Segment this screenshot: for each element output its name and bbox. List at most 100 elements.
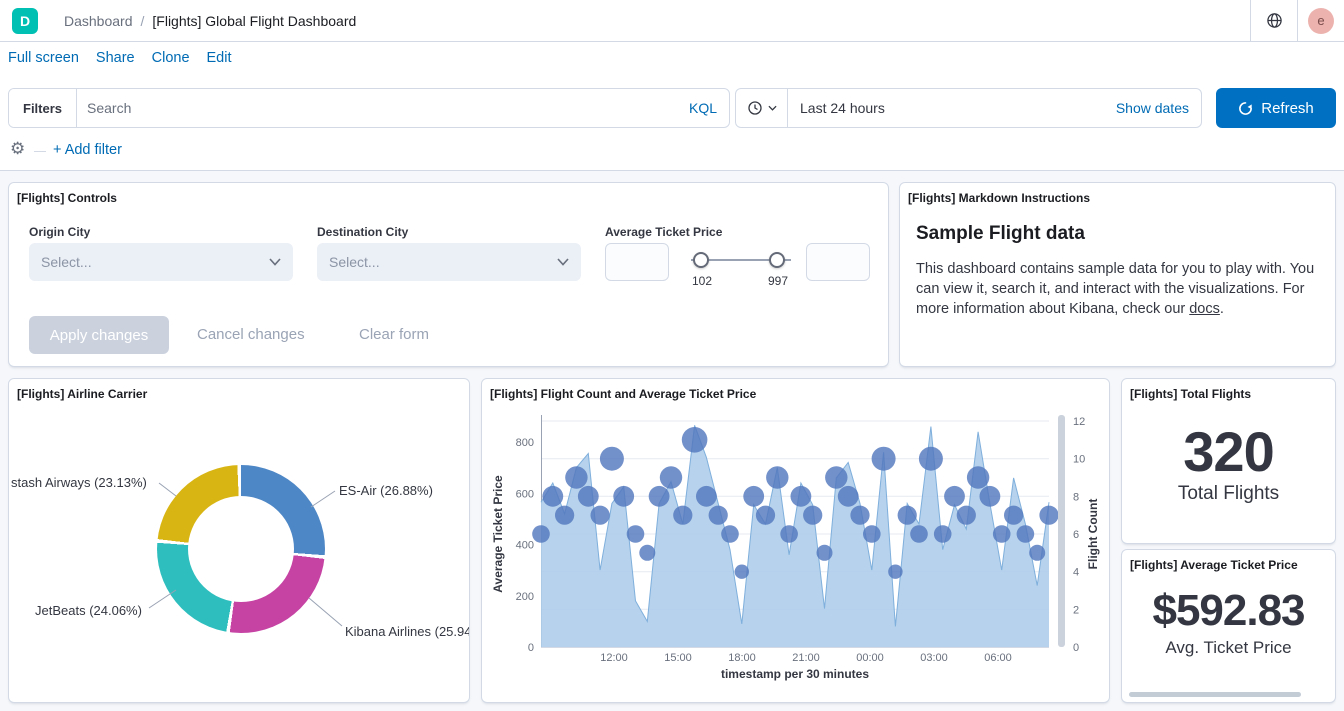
svg-text:18:00: 18:00: [728, 652, 756, 664]
time-picker: Last 24 hours Show dates: [735, 88, 1202, 128]
filters-button[interactable]: Filters: [9, 89, 78, 127]
user-menu[interactable]: e: [1297, 0, 1344, 41]
breadcrumb-separator: /: [140, 12, 145, 29]
svg-text:00:00: 00:00: [856, 652, 884, 664]
panel-airline-carrier: [Flights] Airline Carrier stash Airways …: [8, 378, 470, 703]
share-link[interactable]: Share: [95, 50, 135, 66]
panel-title: [Flights] Total Flights: [1130, 387, 1252, 401]
edit-link[interactable]: Edit: [206, 50, 232, 66]
refresh-button[interactable]: Refresh: [1216, 88, 1336, 128]
avatar-letter: e: [1317, 13, 1325, 28]
panel-title: [Flights] Average Ticket Price: [1130, 558, 1298, 572]
time-menu-button[interactable]: [736, 89, 788, 127]
slice-label-jetbeats: JetBeats (24.06%): [35, 603, 142, 618]
horizontal-scrollbar[interactable]: [1129, 692, 1301, 697]
clock-icon: [747, 101, 762, 115]
panel-average-ticket-price: [Flights] Average Ticket Price $592.83 A…: [1121, 549, 1336, 703]
origin-city-select[interactable]: Select...: [29, 243, 293, 281]
price-max-input[interactable]: [806, 243, 870, 281]
slice-label-kibana-airlines: Kibana Airlines (25.94%): [345, 624, 469, 639]
svg-text:400: 400: [516, 540, 534, 552]
panel-title: [Flights] Airline Carrier: [17, 387, 148, 401]
query-bar: Filters KQL: [8, 88, 730, 128]
markdown-heading: Sample Flight data: [916, 223, 1085, 244]
slice-label-logstash-airways: stash Airways (23.13%): [11, 475, 147, 490]
show-dates-link[interactable]: Show dates: [1115, 100, 1189, 116]
markdown-text: This dashboard contains sample data for …: [916, 261, 1315, 317]
total-flights-label: Total Flights: [1177, 483, 1280, 504]
refresh-icon: [1239, 101, 1253, 115]
x-axis-title: timestamp per 30 minutes: [720, 667, 870, 681]
refresh-label: Refresh: [1261, 99, 1314, 117]
svg-text:4: 4: [1073, 567, 1079, 579]
chart-scrollbar[interactable]: [1058, 415, 1065, 647]
axis-tick-labels: 0 200 400 600 800 0 2 4 6 8 10 12 12:00 15:00 18:00 21:…: [516, 416, 1086, 664]
price-max-value: 997: [767, 274, 789, 288]
kql-button[interactable]: KQL: [688, 100, 717, 116]
top-header: D Dashboard / [Flights] Global Flight Da…: [0, 0, 1344, 42]
panel-total-flights: [Flights] Total Flights 320 Total Flight…: [1121, 378, 1336, 544]
slider-track[interactable]: [691, 259, 791, 261]
panel-title: [Flights] Controls: [17, 191, 117, 205]
airline-donut-chart[interactable]: [157, 465, 325, 633]
slice-label-es-air: ES-Air (26.88%): [339, 483, 433, 498]
price-min-input[interactable]: [605, 243, 669, 281]
clear-form-button[interactable]: Clear form: [359, 326, 430, 343]
svg-text:06:00: 06:00: [984, 652, 1012, 664]
origin-city-placeholder: Select...: [41, 254, 92, 270]
time-range-value[interactable]: Last 24 hours: [800, 100, 885, 116]
add-filter-link[interactable]: + Add filter: [53, 142, 122, 158]
apply-changes-button[interactable]: Apply changes: [29, 316, 169, 354]
ticket-price-label: Average Ticket Price: [605, 225, 723, 239]
svg-text:03:00: 03:00: [920, 652, 948, 664]
chevron-down-icon: [269, 258, 281, 266]
svg-text:21:00: 21:00: [792, 652, 820, 664]
avatar: e: [1308, 7, 1334, 34]
price-min-value: 102: [691, 274, 713, 288]
search-input[interactable]: [77, 89, 677, 127]
breadcrumb-dashboard[interactable]: Dashboard: [64, 12, 133, 29]
svg-text:8: 8: [1073, 491, 1079, 503]
panel-title: [Flights] Markdown Instructions: [908, 191, 1090, 205]
svg-text:10: 10: [1073, 454, 1085, 466]
markdown-body: This dashboard contains sample data for …: [916, 259, 1324, 319]
avg-ticket-price-label: Avg. Ticket Price: [1165, 638, 1292, 657]
markdown-text-end: .: [1219, 301, 1224, 317]
panel-markdown-instructions: [Flights] Markdown Instructions Sample F…: [899, 182, 1336, 367]
flight-count-bubbles: [532, 427, 1059, 579]
price-slider-handle-max[interactable]: [769, 252, 785, 268]
logo-letter: D: [19, 12, 31, 29]
chevron-down-icon: [557, 258, 569, 266]
svg-text:15:00: 15:00: [664, 652, 692, 664]
avg-ticket-price-value: $592.83: [1152, 586, 1305, 635]
globe-icon: [1266, 13, 1282, 28]
price-slider-handle-min[interactable]: [693, 252, 709, 268]
filter-separator: [34, 151, 46, 152]
svg-text:800: 800: [516, 437, 534, 449]
total-flights-value: 320: [1183, 420, 1274, 483]
svg-text:6: 6: [1073, 529, 1079, 541]
panel-flights-controls: [Flights] Controls Origin City Select...…: [8, 182, 889, 367]
elastic-logo[interactable]: D: [12, 7, 38, 34]
breadcrumb: Dashboard / [Flights] Global Flight Dash…: [64, 13, 356, 29]
cancel-changes-button[interactable]: Cancel changes: [197, 326, 305, 343]
full-screen-link[interactable]: Full screen: [8, 50, 79, 66]
combo-chart[interactable]: 0 200 400 600 800 0 2 4 6 8 10 12 12:00 15:00 18:00 21:…: [482, 407, 1110, 702]
dashboard-canvas: [Flights] Controls Origin City Select...…: [0, 170, 1344, 711]
clone-link[interactable]: Clone: [151, 50, 190, 66]
svg-text:12: 12: [1073, 416, 1085, 428]
breadcrumb-current-page: [Flights] Global Flight Dashboard: [152, 12, 357, 29]
svg-text:600: 600: [516, 488, 534, 500]
destination-city-label: Destination City: [317, 225, 409, 239]
help-icon[interactable]: [1250, 0, 1297, 41]
destination-city-select[interactable]: Select...: [317, 243, 581, 281]
filter-settings-gear-icon[interactable]: ⚙: [10, 139, 26, 158]
svg-text:0: 0: [528, 642, 534, 654]
panel-title: [Flights] Flight Count and Average Ticke…: [490, 387, 757, 401]
svg-text:0: 0: [1073, 642, 1079, 654]
docs-link[interactable]: docs: [1189, 301, 1220, 317]
dashboard-menu: Full screen Share Clone Edit: [8, 50, 232, 66]
price-range-slider: 102 997: [685, 243, 797, 293]
panel-flight-count-avg-price: [Flights] Flight Count and Average Ticke…: [481, 378, 1110, 703]
origin-city-label: Origin City: [29, 225, 91, 239]
